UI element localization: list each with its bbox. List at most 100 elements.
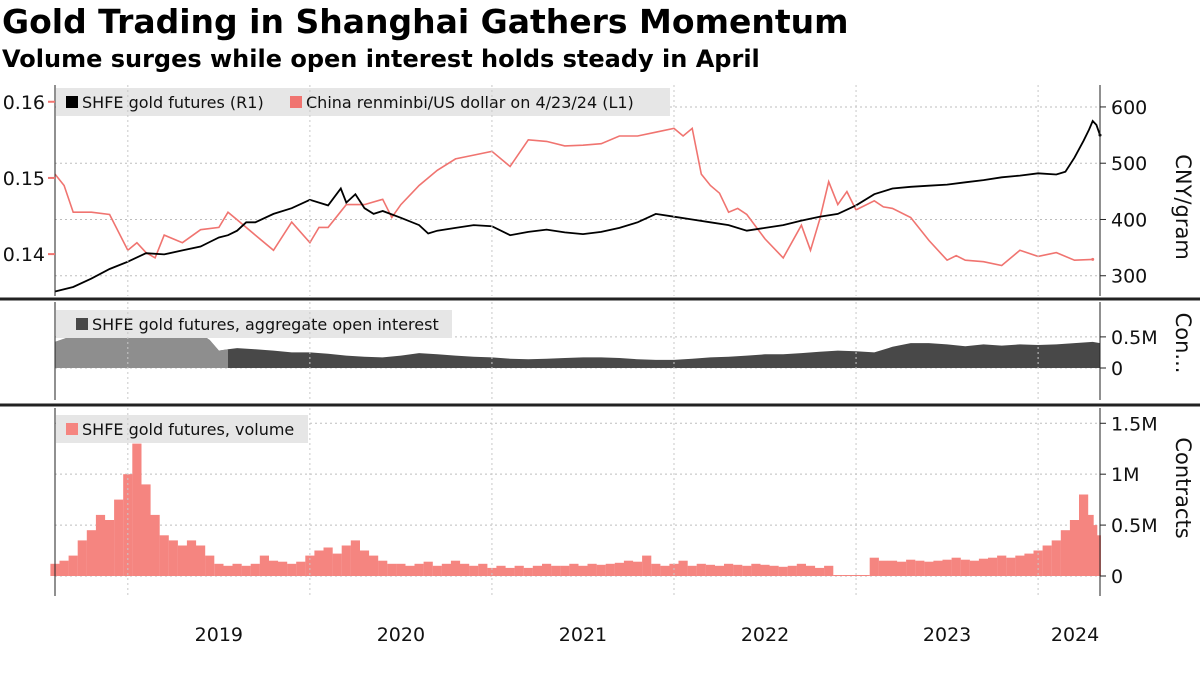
volume-bar xyxy=(569,563,579,576)
volume-legend: SHFE gold futures, volume xyxy=(56,415,308,443)
volume-bar xyxy=(86,530,96,576)
volume-bar xyxy=(159,535,169,576)
volume-bar xyxy=(769,565,779,576)
volume-bar xyxy=(205,555,215,576)
legend-label-gold: SHFE gold futures (R1) xyxy=(82,93,264,112)
volume-bar xyxy=(942,559,952,576)
volume-bar xyxy=(897,561,907,576)
volume-bar xyxy=(396,563,406,576)
gold-futures-line xyxy=(54,119,1101,293)
volume-bar xyxy=(369,555,379,576)
volume-bar xyxy=(1079,494,1089,576)
right-tick-label-price: 500 xyxy=(1111,153,1147,175)
right-tick-label-price: 600 xyxy=(1111,97,1147,119)
volume-bar xyxy=(469,565,479,576)
price-legend-box xyxy=(56,88,670,116)
volume-bar xyxy=(296,561,306,576)
open-interest-area xyxy=(55,323,1100,368)
volume-bar xyxy=(177,545,187,576)
left-tick-label: 0.16 xyxy=(3,92,45,114)
cny-usd-line xyxy=(54,126,1093,267)
volume-bar xyxy=(214,563,224,576)
legend-swatch-volume xyxy=(66,423,78,435)
legend-swatch-oi xyxy=(76,318,88,330)
volume-bar xyxy=(378,560,388,576)
open-interest-panel: 0 0.5M SHFE gold futures, aggregate open … xyxy=(54,302,1195,400)
volume-bar xyxy=(560,565,570,576)
volume-bar xyxy=(815,567,825,576)
volume-bar xyxy=(824,565,834,576)
volume-bar xyxy=(906,559,916,576)
volume-bar xyxy=(496,565,506,576)
right-tick-label-volume: 0.5M xyxy=(1111,515,1158,537)
volume-bar xyxy=(68,555,78,576)
volume-bar xyxy=(332,553,342,576)
volume-bar xyxy=(223,565,233,576)
volume-bar xyxy=(988,557,998,576)
volume-bar xyxy=(633,561,643,576)
volume-bar xyxy=(678,560,688,576)
volume-bar xyxy=(705,564,715,576)
volume-bar xyxy=(960,559,970,576)
volume-bar xyxy=(59,560,69,576)
volume-bar xyxy=(651,563,661,576)
chart-subtitle: Volume surges while open interest holds … xyxy=(2,45,760,73)
volume-bar xyxy=(642,555,652,576)
legend-swatch-gold xyxy=(66,96,78,108)
volume-bar xyxy=(714,565,725,576)
volume-bar xyxy=(542,563,552,576)
volume-bar xyxy=(487,567,497,576)
volume-bar xyxy=(833,575,843,576)
legend-label-cny: China renminbi/US dollar on 4/23/24 (L1) xyxy=(306,93,634,112)
price-panel: 300 400 500 600 0.14 0.15 0.16 SHFE gold futur… xyxy=(3,85,1195,296)
right-tick-label-volume: 1M xyxy=(1111,464,1139,486)
right-tick-label-volume: 1.5M xyxy=(1111,413,1158,435)
volume-bar xyxy=(1051,540,1061,576)
x-tick-label: 2023 xyxy=(923,624,971,646)
volume-bar xyxy=(933,560,943,576)
volume-bar xyxy=(141,484,151,576)
volume-bar xyxy=(514,565,524,576)
volume-bar xyxy=(405,565,415,576)
volume-bar xyxy=(924,561,934,576)
volume-bar xyxy=(259,555,269,576)
volume-bar xyxy=(760,564,770,576)
volume-bar xyxy=(1060,530,1070,576)
volume-bar xyxy=(915,560,925,576)
volume-bar xyxy=(450,560,461,576)
volume-bar xyxy=(778,566,788,576)
oi-legend: SHFE gold futures, aggregate open intere… xyxy=(56,310,452,338)
volume-panel-ticks: 0 0.5M 1M 1.5M xyxy=(54,408,1158,596)
volume-bar xyxy=(278,561,288,576)
volume-bar xyxy=(860,575,870,576)
volume-bar xyxy=(123,474,133,576)
right-axis-label-price: CNY/gram xyxy=(1171,154,1195,260)
x-tick-label: 2024 xyxy=(1051,624,1099,646)
volume-bar xyxy=(305,555,315,576)
volume-bar xyxy=(842,575,852,576)
volume-bar xyxy=(605,563,615,576)
volume-bar xyxy=(696,563,706,576)
price-panel-grid xyxy=(55,106,1100,277)
right-tick-label-oi: 0 xyxy=(1111,358,1123,380)
volume-bars xyxy=(50,443,1101,576)
volume-bar xyxy=(623,560,634,576)
price-panel-ticks: 300 400 500 600 0.14 0.15 0.16 xyxy=(3,85,1147,296)
volume-bar xyxy=(186,540,197,576)
volume-bar xyxy=(978,558,989,576)
volume-bar xyxy=(733,564,743,576)
volume-bar xyxy=(250,563,260,576)
right-tick-label-price: 300 xyxy=(1111,266,1147,288)
volume-bar xyxy=(614,562,624,576)
volume-bar xyxy=(414,563,424,576)
legend-swatch-cny xyxy=(290,96,302,108)
volume-bar xyxy=(1006,557,1016,576)
volume-bar xyxy=(323,547,333,576)
volume-bar xyxy=(241,565,251,576)
volume-panel: 0 0.5M 1M 1.5M SHFE gold futures, volume Co… xyxy=(50,408,1195,596)
price-panel-marks xyxy=(1091,133,1102,261)
volume-bar xyxy=(742,565,752,576)
volume-bar xyxy=(787,565,797,576)
volume-bar xyxy=(441,563,451,576)
